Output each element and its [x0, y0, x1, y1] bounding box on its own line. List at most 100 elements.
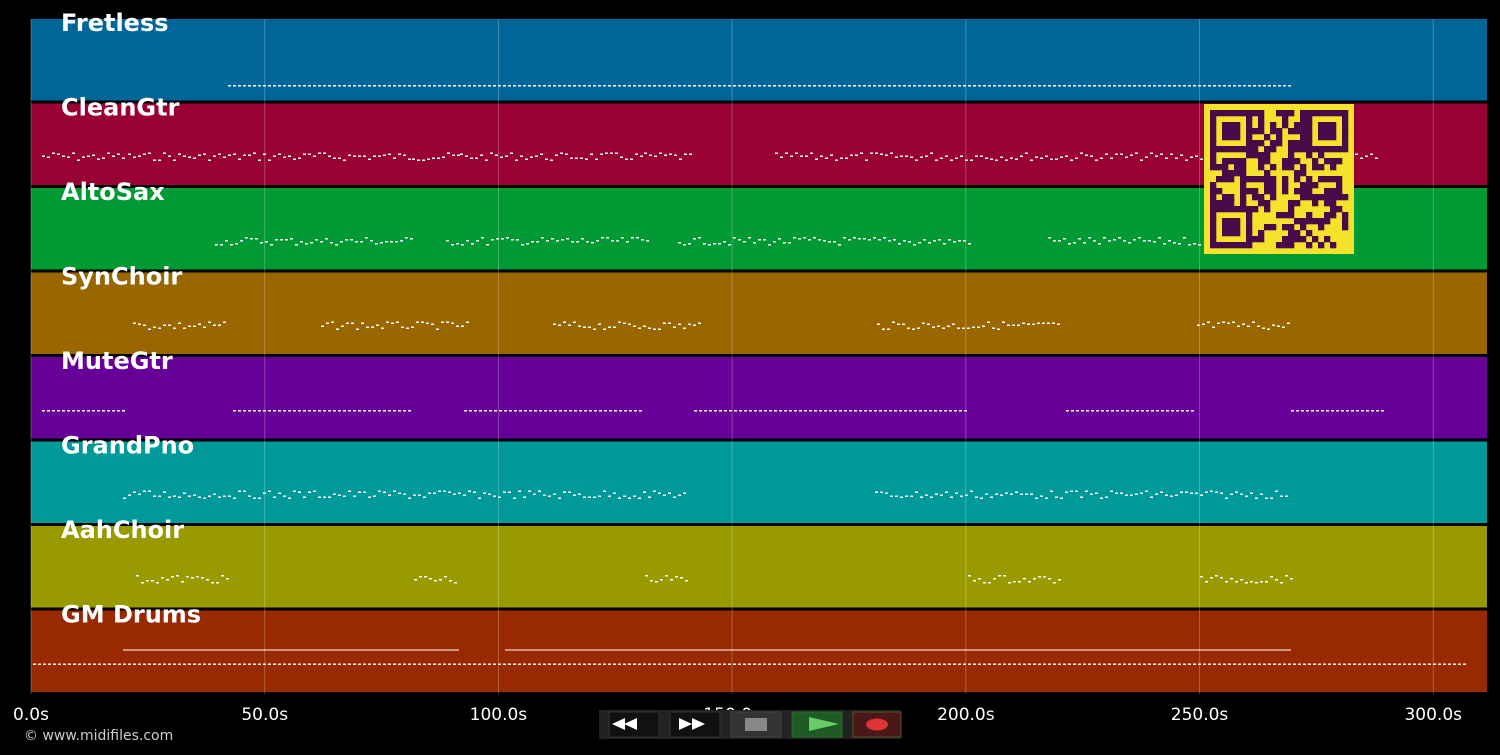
note [370, 240, 373, 242]
note [243, 154, 246, 156]
note [950, 159, 953, 161]
qr-module [1210, 224, 1217, 231]
note [914, 410, 917, 412]
qr-module [1282, 242, 1289, 249]
note [181, 581, 184, 583]
qr-module [1210, 152, 1217, 159]
note [461, 325, 464, 327]
record-button[interactable] [852, 711, 902, 738]
note [398, 410, 401, 412]
note [1263, 663, 1266, 665]
note [203, 497, 206, 499]
note [878, 663, 881, 665]
note [543, 663, 546, 665]
note [278, 492, 281, 494]
note [609, 410, 612, 412]
note [1230, 578, 1233, 580]
note [62, 155, 65, 157]
note [855, 154, 858, 156]
note [535, 155, 538, 157]
note [524, 410, 527, 412]
note [553, 493, 556, 495]
note [1285, 575, 1288, 577]
qr-module [1264, 200, 1271, 207]
note [1356, 410, 1359, 412]
note [1208, 85, 1211, 87]
note [864, 410, 867, 412]
note [693, 238, 696, 240]
note [987, 321, 990, 323]
note [1135, 152, 1138, 154]
qr-module [1252, 194, 1259, 201]
note [723, 663, 726, 665]
note [215, 244, 218, 246]
note [623, 495, 626, 497]
note [768, 85, 771, 87]
qr-module [1300, 140, 1307, 147]
note [1120, 492, 1123, 494]
note [670, 579, 673, 581]
qr-module [1246, 116, 1253, 123]
note [536, 241, 539, 243]
note [743, 85, 746, 87]
qr-module [1258, 128, 1265, 135]
note [318, 152, 321, 154]
note [840, 157, 843, 159]
note [528, 490, 531, 492]
note [813, 663, 816, 665]
note [1085, 490, 1088, 492]
note [468, 490, 471, 492]
note [278, 85, 281, 87]
note [436, 328, 439, 330]
note [1200, 576, 1203, 578]
note [985, 493, 988, 495]
note [905, 495, 908, 497]
note [620, 156, 623, 158]
note [351, 322, 354, 324]
note [92, 154, 95, 156]
note [98, 663, 101, 665]
note [679, 158, 682, 160]
note [970, 490, 973, 492]
note [968, 243, 971, 245]
note [875, 491, 878, 493]
note [1210, 577, 1213, 579]
note [633, 325, 636, 327]
note [775, 152, 778, 154]
note [718, 663, 721, 665]
qr-module [1234, 122, 1241, 129]
qr-module [1216, 206, 1223, 213]
note [918, 663, 921, 665]
note [52, 410, 55, 412]
note [213, 663, 216, 665]
note [685, 580, 688, 582]
note [1052, 322, 1055, 324]
qr-module [1228, 218, 1235, 225]
qr-module [1276, 134, 1283, 141]
note [608, 495, 611, 497]
note [663, 85, 666, 87]
note [643, 325, 646, 327]
note [518, 85, 521, 87]
note [908, 241, 911, 243]
note [586, 241, 589, 243]
note [488, 493, 491, 495]
note [955, 492, 958, 494]
note [920, 496, 923, 498]
note [460, 153, 463, 155]
note [893, 85, 896, 87]
note [1130, 494, 1133, 496]
note [589, 410, 592, 412]
note [803, 85, 806, 87]
note [818, 239, 821, 241]
qr-module [1270, 146, 1277, 153]
note [595, 158, 598, 160]
note [148, 490, 151, 492]
note [810, 152, 813, 154]
qr-module [1330, 146, 1337, 153]
note [633, 663, 636, 665]
note [1298, 663, 1301, 665]
qr-module [1330, 200, 1337, 207]
note [1341, 410, 1344, 412]
